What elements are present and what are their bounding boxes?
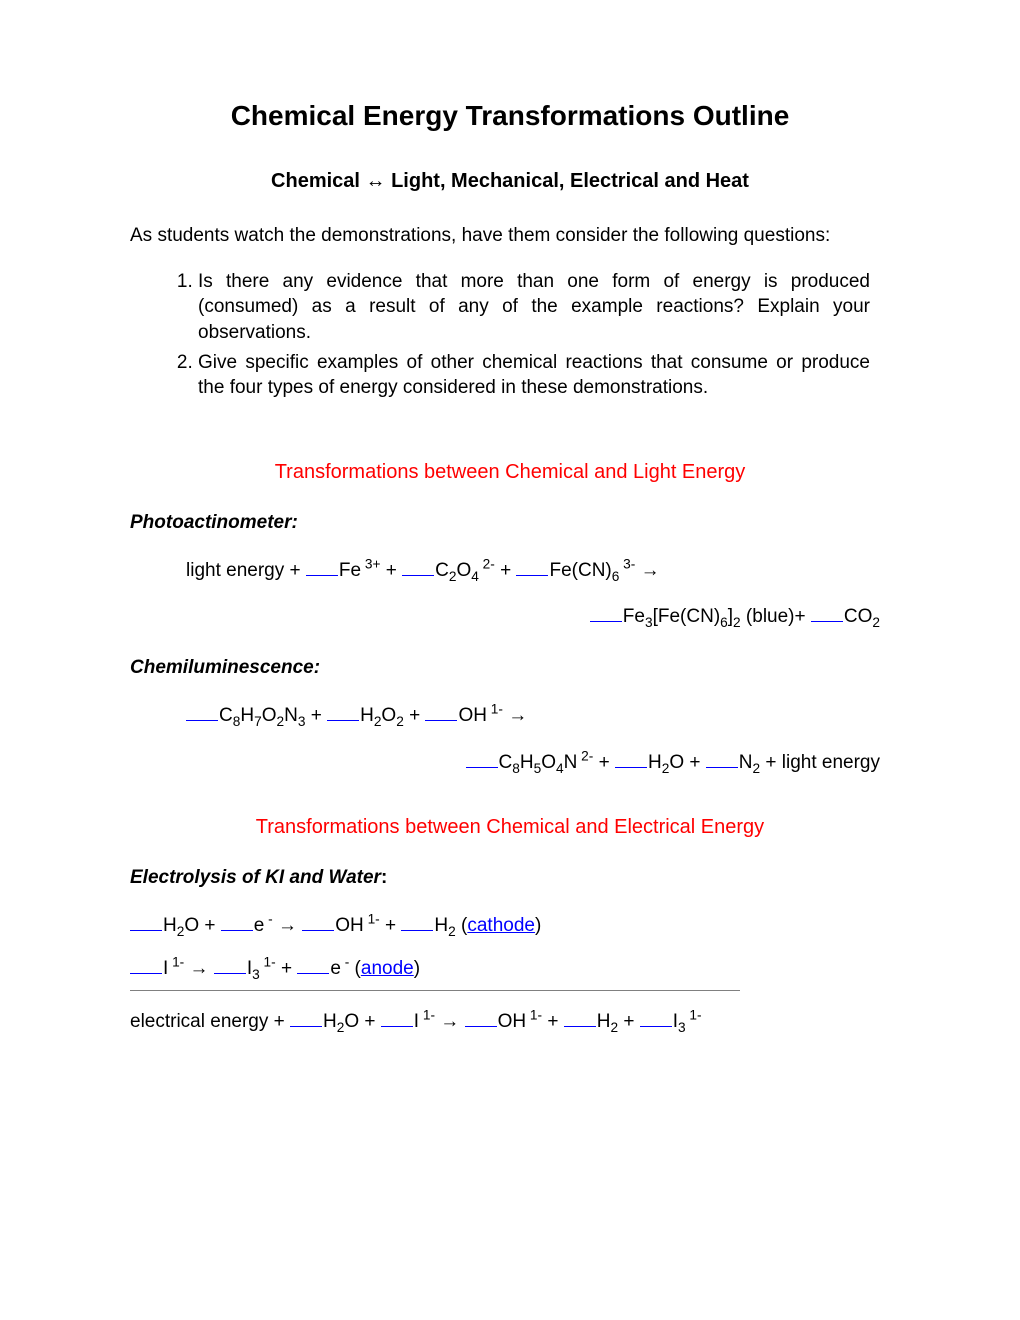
equation-anode: I 1- → I3 1- + e - (anode) [130,954,890,983]
section-heading-electrical: Transformations between Chemical and Ele… [130,816,890,839]
double-arrow-icon: ↔ [366,170,386,192]
fill-blank[interactable] [130,954,162,974]
paren-close: ) [535,915,541,936]
subtitle-post: Light, Mechanical, Electrical and Heat [386,170,749,192]
equation-chemi: C8H7O2N3 + H2O2 + OH 1- → C8H5O4N 2- + H… [130,701,890,776]
intro-text: As students watch the demonstrations, ha… [130,223,890,249]
paren-open: ( [456,915,468,936]
fill-blank[interactable] [306,556,338,576]
fill-blank[interactable] [381,1007,413,1027]
eq-text: (blue)+ [741,606,811,627]
fill-blank[interactable] [302,911,334,931]
equation-net: electrical energy + H2O + I 1- → OH 1- +… [130,1007,890,1036]
subtitle-pre: Chemical [271,170,365,192]
fill-blank[interactable] [290,1007,322,1027]
elec-label-text: Electrolysis of KI and Water [130,867,381,888]
paren-open: ( [349,958,361,979]
chemi-label: Chemiluminescence: [130,657,890,679]
fill-blank[interactable] [706,748,738,768]
fill-blank[interactable] [327,701,359,721]
fill-blank[interactable] [221,911,253,931]
paren-close: ) [414,958,420,979]
subtitle: Chemical ↔ Light, Mechanical, Electrical… [130,170,890,193]
photo-label: Photoactinometer: [130,512,890,534]
document-page: Chemical Energy Transformations Outline … [0,0,1020,1104]
eq-text: light energy + [186,560,306,581]
fill-blank[interactable] [564,1007,596,1027]
electrolysis-label: Electrolysis of KI and Water: [130,867,890,889]
fill-blank[interactable] [297,954,329,974]
page-title: Chemical Energy Transformations Outline [130,100,890,132]
anode-link[interactable]: anode [361,958,414,979]
fill-blank[interactable] [615,748,647,768]
equation-chemi-rhs: C8H5O4N 2- + H2O + N2 + light energy [186,748,890,777]
fill-blank[interactable] [640,1007,672,1027]
arrow-right-icon: → [508,705,527,726]
fill-blank[interactable] [214,954,246,974]
fill-blank[interactable] [811,602,843,622]
fill-blank[interactable] [401,911,433,931]
section-heading-light: Transformations between Chemical and Lig… [130,461,890,484]
question-item: Give specific examples of other chemical… [198,350,870,401]
equation-photo-rhs: Fe3[Fe(CN)6]2 (blue)+ CO2 [186,602,890,631]
fill-blank[interactable] [516,556,548,576]
eq-text: + light energy [760,752,880,773]
equation-photo: light energy + Fe 3+ + C2O4 2- + Fe(CN)6… [130,556,890,631]
cathode-link[interactable]: cathode [467,915,535,936]
fill-blank[interactable] [590,602,622,622]
question-item: Is there any evidence that more than one… [198,269,870,346]
arrow-right-icon: → [635,560,659,581]
fill-blank[interactable] [466,748,498,768]
fill-blank[interactable] [465,1007,497,1027]
equation-cathode: H2O + e - → OH 1- + H2 (cathode) [130,911,890,940]
question-list: Is there any evidence that more than one… [130,269,890,401]
fill-blank[interactable] [402,556,434,576]
divider-line [130,990,740,991]
fill-blank[interactable] [130,911,162,931]
fill-blank[interactable] [425,701,457,721]
eq-text: electrical energy + [130,1011,290,1032]
elec-colon: : [381,867,387,888]
fill-blank[interactable] [186,701,218,721]
